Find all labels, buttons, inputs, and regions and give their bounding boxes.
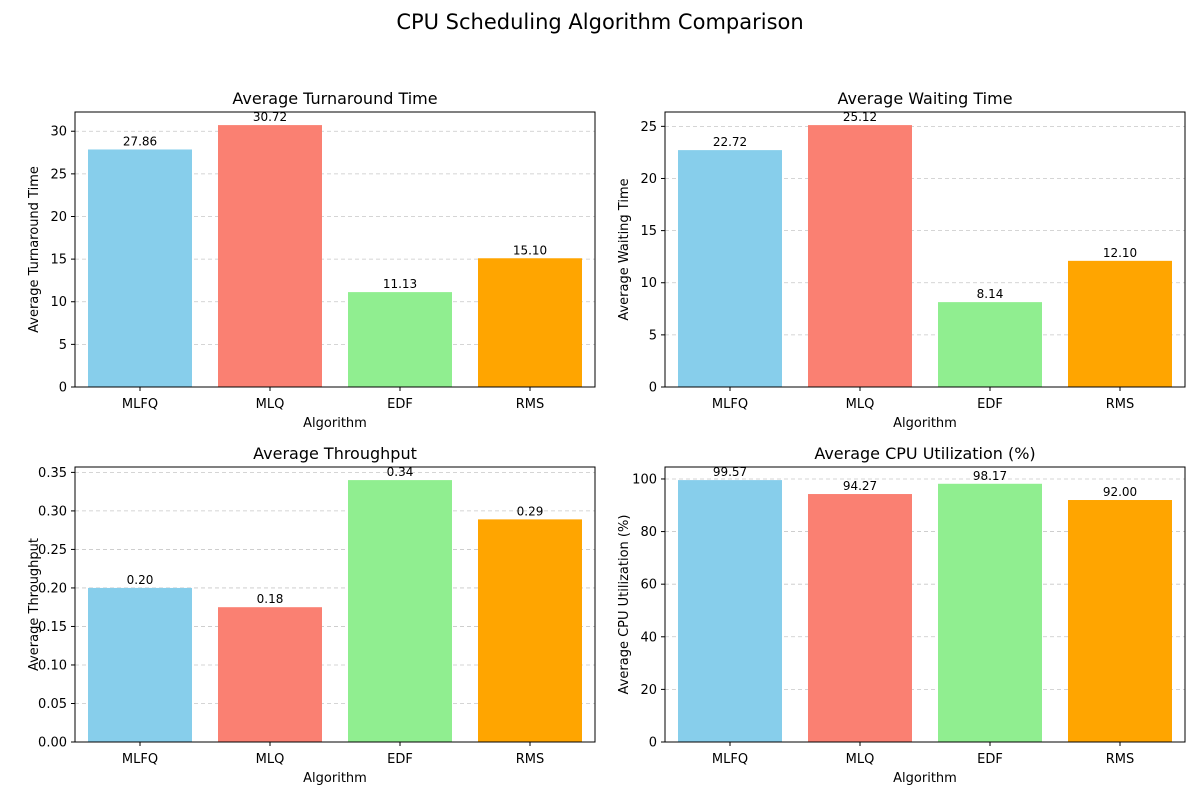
bar-edf: [938, 483, 1042, 742]
y-tick-label: 5: [649, 328, 657, 343]
y-tick-label: 0.20: [38, 581, 67, 596]
y-tick-label: 25: [640, 120, 657, 135]
x-tick-label: MLQ: [846, 397, 875, 412]
value-label: 27.86: [123, 134, 157, 148]
x-axis-label: Algorithm: [303, 771, 367, 786]
x-axis-label: Algorithm: [303, 416, 367, 431]
bar-edf: [348, 480, 452, 742]
y-tick-label: 0.30: [38, 504, 67, 519]
value-label: 98.17: [973, 469, 1007, 483]
chart-1: 27.86 30.72 11.13 15.10 0 5 10 15 20 25 30 MLFQ MLQ E…: [27, 89, 596, 431]
y-tick-label: 100: [632, 472, 657, 487]
value-label: 0.34: [387, 465, 414, 479]
chart-4: 99.57 94.27 98.17 92.00 0 20 40 60 80 100 MLFQ MLQ E…: [617, 444, 1186, 786]
x-tick-label: RMS: [1106, 752, 1135, 767]
x-tick-label: MLQ: [256, 752, 285, 767]
y-tick-label: 5: [59, 338, 67, 353]
x-tick-label: MLFQ: [712, 397, 748, 412]
x-axis-label: Algorithm: [893, 416, 957, 431]
y-tick-label: 40: [640, 630, 657, 645]
y-tick-label: 0.00: [38, 736, 67, 751]
y-tick-label: 20: [640, 172, 657, 187]
bar-rms: [1068, 500, 1172, 742]
value-label: 99.57: [713, 465, 747, 479]
value-label: 8.14: [977, 287, 1004, 301]
figure-title: CPU Scheduling Algorithm Comparison: [396, 10, 804, 34]
y-tick-label: 0.35: [38, 466, 67, 481]
x-tick-label: EDF: [977, 397, 1003, 412]
x-tick-label: MLFQ: [122, 397, 158, 412]
y-tick-label: 0.15: [38, 620, 67, 635]
bar-edf: [938, 302, 1042, 387]
chart-3: 0.20 0.18 0.34 0.29 0.00 0.05 0.10 0.15 0.20 0.25…: [27, 444, 596, 786]
axes-frame: [664, 466, 1186, 743]
y-tick-label: 15: [50, 253, 67, 268]
axes-frame: [74, 466, 596, 743]
y-tick-label: 60: [640, 578, 657, 593]
value-label: 30.72: [253, 110, 287, 124]
x-tick-label: EDF: [387, 752, 413, 767]
value-label: 92.00: [1103, 485, 1137, 499]
bar-rms: [478, 258, 582, 387]
y-tick-label: 0.10: [38, 658, 67, 673]
value-label: 0.20: [127, 573, 154, 587]
y-tick-label: 80: [640, 525, 657, 540]
y-tick-label: 15: [640, 224, 657, 239]
bar-edf: [348, 292, 452, 387]
y-tick-label: 0.25: [38, 543, 67, 558]
value-label: 11.13: [383, 277, 417, 291]
chart-title: Average Waiting Time: [837, 89, 1012, 108]
bar-rms: [478, 519, 582, 742]
value-label: 0.18: [257, 592, 284, 606]
x-tick-label: RMS: [516, 397, 545, 412]
x-tick-label: RMS: [516, 752, 545, 767]
y-axis-label: Average CPU Utilization (%): [617, 515, 632, 695]
y-tick-label: 0: [649, 736, 657, 751]
y-axis-label: Average Turnaround Time: [27, 166, 42, 333]
x-tick-label: MLFQ: [122, 752, 158, 767]
x-tick-label: MLQ: [256, 397, 285, 412]
y-axis-label: Average Waiting Time: [617, 178, 632, 320]
x-tick-label: MLFQ: [712, 752, 748, 767]
y-tick-label: 0.05: [38, 697, 67, 712]
bar-mlfq: [678, 150, 782, 387]
y-axis-label: Average Throughput: [27, 538, 42, 671]
bar-mlfq: [88, 149, 192, 387]
y-tick-label: 30: [50, 125, 67, 140]
value-label: 15.10: [513, 243, 547, 257]
axes-frame: [74, 111, 596, 388]
bar-mlq: [808, 494, 912, 742]
y-tick-label: 25: [50, 167, 67, 182]
chart-title: Average Turnaround Time: [232, 89, 437, 108]
x-axis-label: Algorithm: [893, 771, 957, 786]
bar-mlq: [218, 607, 322, 742]
axes-frame: [664, 111, 1186, 388]
y-tick-label: 20: [50, 210, 67, 225]
value-label: 94.27: [843, 479, 877, 493]
bar-mlfq: [678, 480, 782, 742]
value-label: 12.10: [1103, 246, 1137, 260]
chart-title: Average CPU Utilization (%): [814, 444, 1035, 463]
value-label: 22.72: [713, 135, 747, 149]
y-tick-label: 0: [59, 381, 67, 396]
y-tick-label: 20: [640, 683, 657, 698]
bar-mlq: [218, 125, 322, 387]
value-label: 0.29: [517, 504, 544, 518]
y-tick-label: 0: [649, 381, 657, 396]
chart-2: 22.72 25.12 8.14 12.10 0 5 10 15 20 25 MLFQ MLQ EDF R…: [617, 89, 1186, 431]
value-label: 25.12: [843, 110, 877, 124]
x-tick-label: RMS: [1106, 397, 1135, 412]
x-tick-label: EDF: [387, 397, 413, 412]
bar-mlfq: [88, 587, 192, 742]
x-tick-label: EDF: [977, 752, 1003, 767]
bar-rms: [1068, 260, 1172, 387]
x-tick-label: MLQ: [846, 752, 875, 767]
bar-mlq: [808, 125, 912, 387]
chart-title: Average Throughput: [253, 444, 417, 463]
y-tick-label: 10: [640, 276, 657, 291]
y-tick-label: 10: [50, 295, 67, 310]
